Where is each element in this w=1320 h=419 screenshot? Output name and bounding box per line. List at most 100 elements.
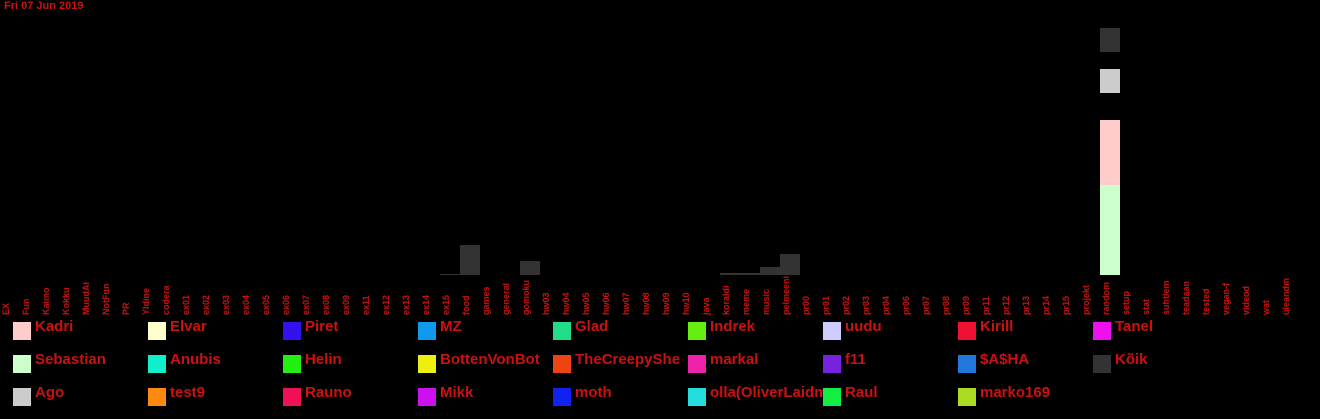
x-tick-label: hw09: [661, 292, 671, 315]
legend-swatch: [13, 388, 31, 406]
legend-label: Kadri: [35, 318, 74, 335]
legend-item: Tanel: [1093, 318, 1228, 342]
bar-music-17: [760, 267, 780, 275]
legend-label: $A$HA: [980, 351, 1030, 368]
legend-label: markal: [710, 351, 759, 368]
x-tick-label: pr06: [901, 295, 911, 315]
legend-item: Elvar: [148, 318, 283, 342]
legend-swatch: [823, 322, 841, 340]
legend-item: MZ: [418, 318, 553, 342]
bar-random-0: [1100, 185, 1120, 275]
legend-swatch: [823, 388, 841, 406]
legend-item: uudu: [823, 318, 958, 342]
legend-label: Raul: [845, 384, 878, 401]
x-tick-label: pr07: [921, 295, 931, 315]
x-tick-label: hw07: [621, 292, 631, 315]
legend-item: Kadri: [13, 318, 148, 342]
x-tick-label: ex05: [261, 294, 271, 315]
bar-random-2: [1100, 69, 1120, 93]
x-tick-label: java: [701, 297, 711, 315]
x-tick-label: ex02: [201, 294, 211, 315]
x-tick-label: pr15: [1061, 295, 1071, 315]
x-tick-label: ex03: [221, 294, 231, 315]
x-tick-label: Fun: [21, 298, 31, 316]
legend-swatch: [688, 355, 706, 373]
bar-meme-17: [740, 273, 760, 275]
legend-swatch: [148, 355, 166, 373]
legend-label: Ago: [35, 384, 65, 401]
x-tick-label: general: [501, 282, 511, 315]
x-tick-label: pr11: [981, 296, 991, 315]
x-tick-label: EX: [1, 302, 11, 315]
x-tick-label: pr01: [821, 295, 831, 315]
legend-item: Kirill: [958, 318, 1093, 342]
x-tick-label: ex01: [181, 294, 191, 315]
bar-koraldi-17: [720, 273, 740, 275]
x-tick-label: Kokku: [61, 287, 71, 315]
legend-swatch: [823, 355, 841, 373]
legend-swatch: [283, 388, 301, 406]
x-tick-label: ex06: [281, 294, 291, 315]
legend-item: Piret: [283, 318, 418, 342]
x-tick-label: NotFun: [101, 283, 111, 316]
x-tick-label: projekt: [1081, 284, 1091, 315]
legend-item: Indrek: [688, 318, 823, 342]
legend-swatch: [958, 388, 976, 406]
legend-item: test9: [148, 384, 283, 408]
legend-item: f11: [823, 351, 958, 375]
bar-gomoku-17: [520, 261, 540, 275]
x-tick-label: ex04: [241, 294, 251, 315]
legend-label: test9: [170, 384, 206, 401]
legend-swatch: [418, 355, 436, 373]
legend-label: Kirill: [980, 318, 1014, 335]
legend-swatch: [418, 322, 436, 340]
x-tick-label: pr09: [961, 295, 971, 315]
bar-pelmeeni-17: [780, 254, 800, 275]
x-tick-label: hw04: [561, 292, 571, 315]
x-tick-label: hw08: [641, 292, 651, 315]
legend-swatch: [553, 322, 571, 340]
legend-item: olla(OliverLaidma): [688, 384, 823, 408]
x-tick-label: suhtlem: [1161, 280, 1171, 315]
legend-label: Elvar: [170, 318, 207, 335]
x-tick-label: stat: [1141, 298, 1151, 315]
x-tick-label: pr13: [1021, 295, 1031, 315]
x-tick-label: hw05: [581, 292, 591, 315]
legend-label: Glad: [575, 318, 609, 335]
legend-label: Piret: [305, 318, 339, 335]
legend-swatch: [13, 322, 31, 340]
x-tick-label: videod: [1241, 285, 1251, 315]
x-tick-label: ex11: [361, 295, 371, 315]
x-tick-label: ex09: [341, 294, 351, 315]
bar-random-3: [1100, 28, 1120, 52]
legend-item: Sebastian: [13, 351, 148, 375]
legend-label: Rauno: [305, 384, 352, 401]
x-tick-label: wat: [1261, 299, 1271, 315]
x-tick-label: pr14: [1041, 295, 1051, 315]
x-tick-label: hw10: [681, 292, 691, 315]
legend-item: moth: [553, 384, 688, 408]
legend-label: uudu: [845, 318, 882, 335]
legend-item: Rauno: [283, 384, 418, 408]
legend-item: $A$HA: [958, 351, 1093, 375]
legend-label: MZ: [440, 318, 462, 335]
legend-item: BottenVonBot: [418, 351, 553, 375]
x-tick-label: üleandm: [1281, 277, 1291, 315]
x-tick-label: setup: [1121, 290, 1131, 315]
x-tick-label: tested: [1201, 288, 1211, 315]
legend-item: marko169: [958, 384, 1093, 408]
legend-swatch: [283, 322, 301, 340]
x-tick-label: pr02: [841, 295, 851, 315]
legend-label: Sebastian: [35, 351, 106, 368]
x-tick-label: pr03: [861, 295, 871, 315]
legend-label: Kõik: [1115, 351, 1148, 368]
legend-label: TheCreepyShe: [575, 351, 681, 368]
x-tick-label: ex08: [321, 294, 331, 315]
legend-item: Ago: [13, 384, 148, 408]
legend-swatch: [1093, 322, 1111, 340]
legend-item: Mikk: [418, 384, 553, 408]
legend-item: Anubis: [148, 351, 283, 375]
x-tick-label: ex12: [381, 294, 391, 315]
x-tick-label: pr08: [941, 295, 951, 315]
legend-swatch: [958, 322, 976, 340]
